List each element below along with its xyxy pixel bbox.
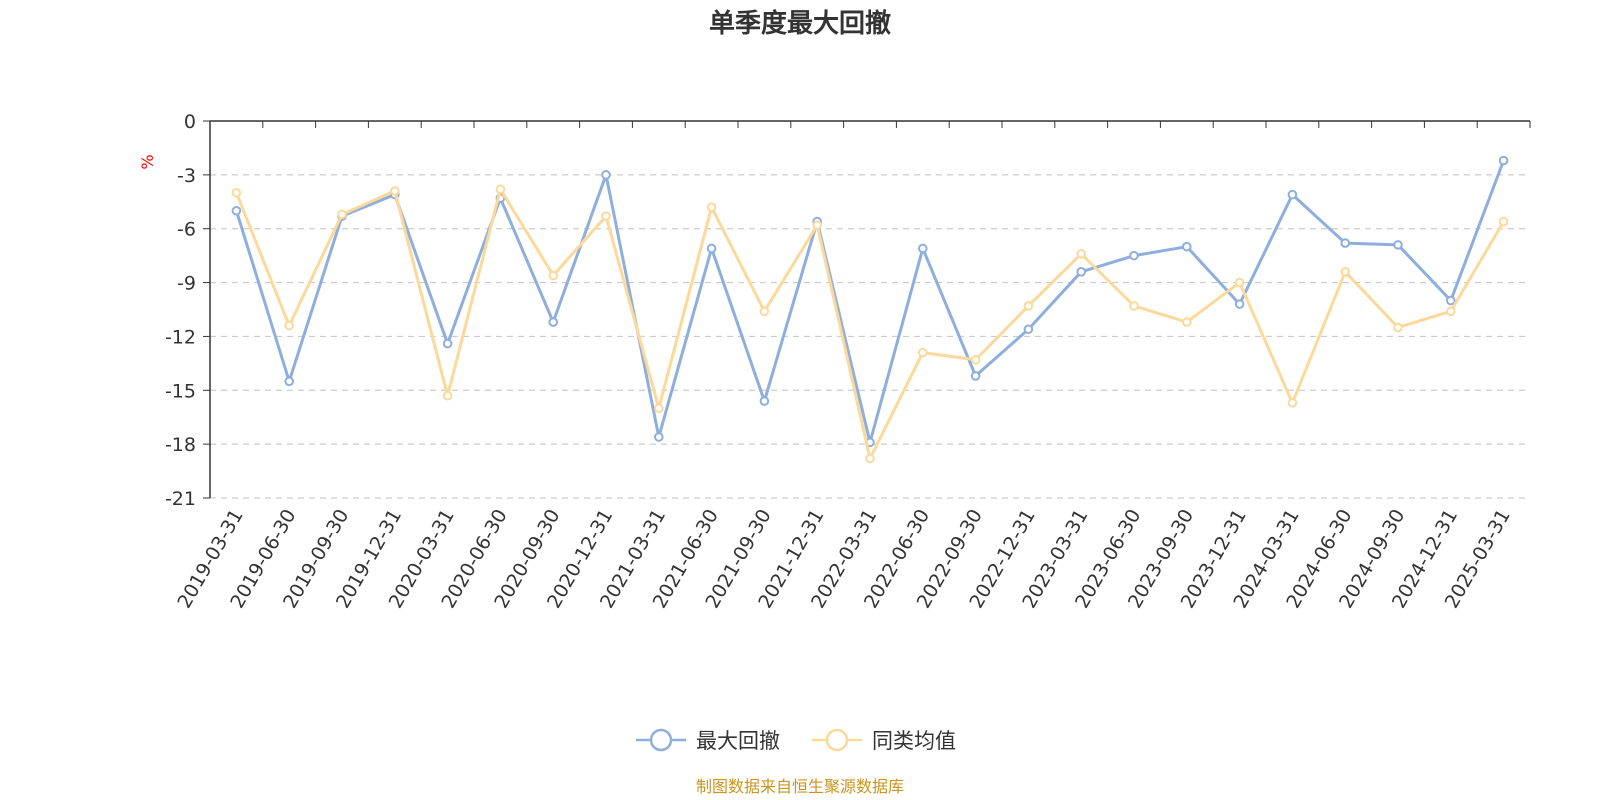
data-point[interactable] [865, 453, 875, 464]
y-tick-labels: 0 -3 -6 -9 -12 -15 -18 -21 [165, 111, 196, 510]
data-point[interactable] [284, 376, 295, 387]
x-tick-labels: 2019-03-312019-06-302019-09-302019-12-31… [173, 505, 1514, 612]
data-point[interactable] [1076, 249, 1086, 259]
series-2 [231, 184, 1509, 464]
data-point[interactable] [759, 306, 770, 317]
legend-label: 同类均值 [872, 729, 956, 753]
data-point[interactable] [654, 403, 664, 414]
data-point[interactable] [706, 202, 717, 212]
data-point[interactable] [706, 243, 717, 254]
data-point[interactable] [1340, 238, 1350, 248]
data-point[interactable] [918, 243, 928, 254]
data-point[interactable] [1340, 267, 1350, 277]
data-point[interactable] [1129, 250, 1139, 261]
data-point[interactable] [918, 347, 928, 358]
data-point[interactable] [1234, 277, 1245, 288]
series-line [235, 187, 1505, 461]
legend-item[interactable]: 同类均值 [812, 728, 956, 753]
data-point[interactable] [231, 205, 242, 216]
legend-item[interactable]: 最大回撤 [636, 728, 780, 753]
data-point[interactable] [1182, 317, 1192, 327]
data-point[interactable] [601, 211, 611, 221]
data-point[interactable] [601, 170, 611, 180]
legend[interactable]: 最大回撤 同类均值 [636, 728, 956, 753]
grid-lines [210, 174, 1530, 499]
data-source-note: 制图数据来自恒生聚源数据库 [696, 777, 904, 796]
data-point[interactable] [548, 317, 559, 327]
series-1 [231, 155, 1509, 448]
legend-marker-icon [649, 728, 673, 752]
data-point[interactable] [495, 184, 506, 195]
data-point[interactable] [1182, 241, 1192, 252]
y-tick-label: -6 [177, 219, 196, 241]
data-point[interactable] [1498, 216, 1509, 227]
series-line [234, 159, 1506, 444]
y-tick-label: -12 [165, 326, 196, 348]
data-point[interactable] [284, 320, 295, 331]
y-tick-label: -15 [165, 380, 196, 402]
y-tick-label: 0 [184, 111, 196, 133]
y-axis-unit-label: % [138, 154, 157, 169]
data-point[interactable] [970, 354, 981, 365]
y-tick-label: -3 [177, 165, 196, 187]
data-point[interactable] [1023, 324, 1034, 335]
data-point[interactable] [654, 432, 664, 442]
data-point[interactable] [1234, 299, 1245, 309]
data-point[interactable] [337, 209, 347, 220]
axes [203, 120, 1531, 499]
data-point[interactable] [548, 270, 559, 281]
data-point[interactable] [1023, 301, 1034, 311]
data-point[interactable] [970, 371, 981, 381]
data-point[interactable] [231, 188, 242, 198]
data-point[interactable] [1129, 301, 1139, 311]
y-tick-label: -9 [177, 273, 196, 295]
data-point[interactable] [812, 220, 823, 230]
data-point[interactable] [1076, 267, 1086, 277]
data-point[interactable] [390, 186, 400, 196]
data-point[interactable] [442, 390, 453, 401]
data-point[interactable] [1498, 155, 1509, 166]
data-point[interactable] [442, 338, 453, 349]
series-lines [231, 155, 1509, 464]
data-point[interactable] [759, 396, 770, 406]
data-point[interactable] [1393, 240, 1403, 250]
data-point[interactable] [1393, 322, 1403, 333]
y-tick-label: -21 [165, 488, 196, 510]
data-point[interactable] [1287, 398, 1298, 408]
y-tick-label: -18 [165, 434, 196, 456]
data-point[interactable] [1446, 295, 1456, 306]
legend-marker-icon [825, 728, 849, 752]
chart-title: 单季度最大回撤 [709, 8, 891, 39]
data-point[interactable] [1287, 189, 1298, 200]
data-point[interactable] [1446, 306, 1456, 317]
legend-label: 最大回撤 [696, 729, 780, 753]
